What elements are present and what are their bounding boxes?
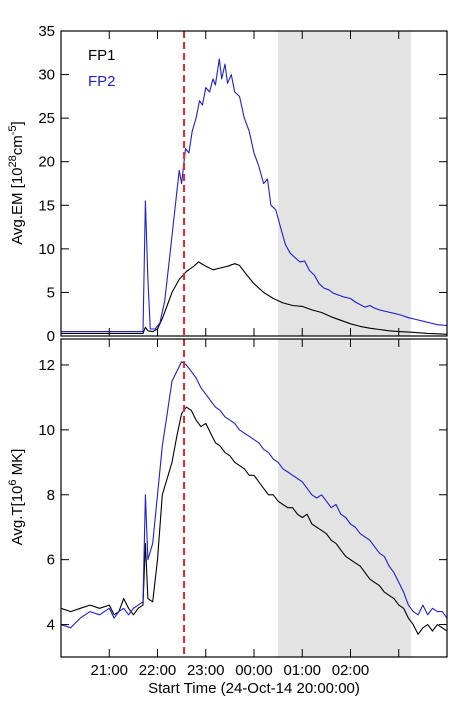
temperature-y-tick-label: 8 xyxy=(47,487,55,504)
temperature-y-axis-label: Avg.T[106 MK] xyxy=(7,449,26,546)
em-y-axis-label: Avg.EM [1028cm-5] xyxy=(7,121,26,244)
x-tick-label: 00:00 xyxy=(235,662,273,679)
em-y-tick-label: 25 xyxy=(38,110,55,127)
em-y-tick-label: 15 xyxy=(38,197,55,214)
x-tick-label: 21:00 xyxy=(90,662,128,679)
temperature-series-fp1 xyxy=(60,406,448,635)
em-y-tick-label: 0 xyxy=(47,328,55,345)
temperature-y-tick-label: 10 xyxy=(38,422,55,439)
legend-label-fp1: FP1 xyxy=(88,47,116,64)
em-shaded-region xyxy=(278,31,411,336)
x-tick-label: 01:00 xyxy=(283,662,321,679)
x-tick-label: 02:00 xyxy=(332,662,370,679)
temperature-shaded-region xyxy=(278,339,411,657)
temperature-y-tick-label: 6 xyxy=(47,552,55,569)
temperature-y-tick-label: 12 xyxy=(38,357,55,374)
temperature-y-tick-label: 4 xyxy=(47,617,55,634)
em-series-fp1 xyxy=(61,261,448,335)
em-series-fp2 xyxy=(61,58,448,333)
em-panel: 0 5 10 15 20 25 30 35 xyxy=(38,23,448,345)
em-y-tick-label: 30 xyxy=(38,67,55,84)
em-y-tick-label: 10 xyxy=(38,241,55,258)
legend-label-fp2: FP2 xyxy=(88,73,116,90)
temperature-series-fp2 xyxy=(60,361,448,629)
em-y-tick-label: 35 xyxy=(38,23,55,40)
x-tick-label: 23:00 xyxy=(187,662,225,679)
x-axis-label: Start Time (24-Oct-14 20:00:00) xyxy=(148,680,360,697)
x-tick-label: 22:00 xyxy=(139,662,177,679)
em-y-tick-label: 20 xyxy=(38,154,55,171)
em-y-tick-label: 5 xyxy=(47,284,55,301)
temperature-panel: 4 6 8 10 12 21:00 22:00 23:00 00:00 01:00 02:00 xyxy=(38,338,448,679)
